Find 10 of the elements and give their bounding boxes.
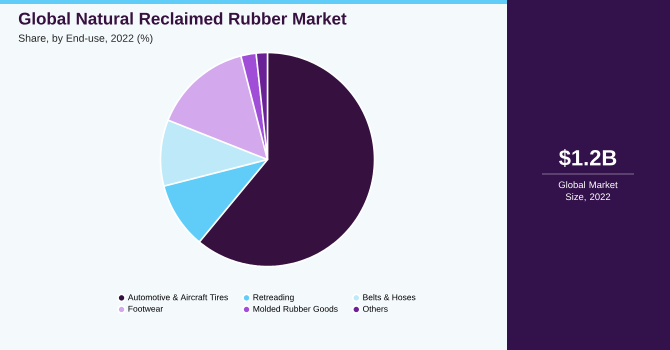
legend-label: Footwear	[128, 306, 163, 312]
chart-title: Global Natural Reclaimed Rubber Market	[18, 12, 346, 25]
legend-label: Automotive & Aircraft Tires	[128, 294, 228, 300]
legend-label: Retreading	[253, 294, 294, 302]
legend-label: Belts & Hoses	[363, 294, 416, 300]
chart-subtitle: Share, by End-use, 2022 (%)	[18, 34, 152, 44]
legend-label: Others	[362, 306, 388, 312]
text: $1.2B	[559, 149, 616, 167]
text: Global Market Size, 2022	[558, 181, 618, 202]
legend-label: Molded Rubber Goods	[253, 306, 338, 312]
